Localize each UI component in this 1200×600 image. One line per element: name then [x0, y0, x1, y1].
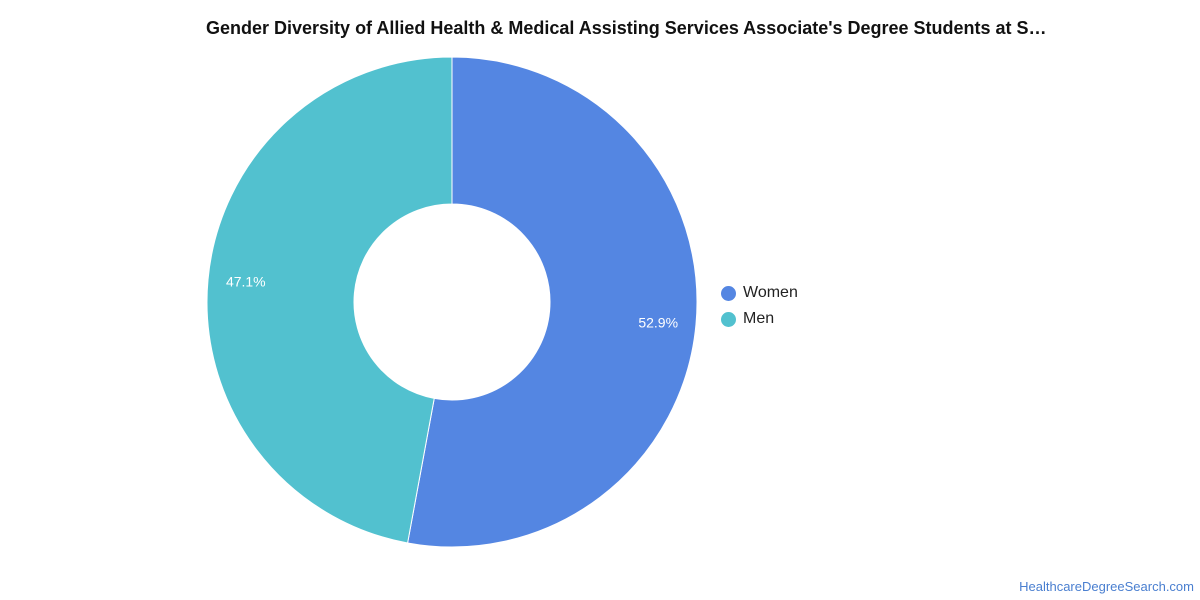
legend-item-men[interactable]: Men — [721, 306, 798, 332]
chart-title: Gender Diversity of Allied Health & Medi… — [206, 18, 1047, 38]
legend-swatch-women — [721, 285, 736, 301]
slice-value-label-men: 47.1% — [226, 273, 266, 289]
legend-label-women: Women — [743, 284, 798, 301]
legend-item-women[interactable]: Women — [721, 280, 798, 306]
legend-label-men: Men — [743, 310, 775, 327]
legend-swatch-men — [721, 311, 736, 327]
site-watermark[interactable]: HealthcareDegreeSearch.com — [1019, 579, 1194, 594]
donut-slice-women[interactable] — [407, 56, 698, 548]
donut-slice-men[interactable] — [206, 56, 453, 544]
chart-legend: Women Men — [721, 280, 798, 332]
slice-value-label-women: 52.9% — [638, 315, 678, 331]
